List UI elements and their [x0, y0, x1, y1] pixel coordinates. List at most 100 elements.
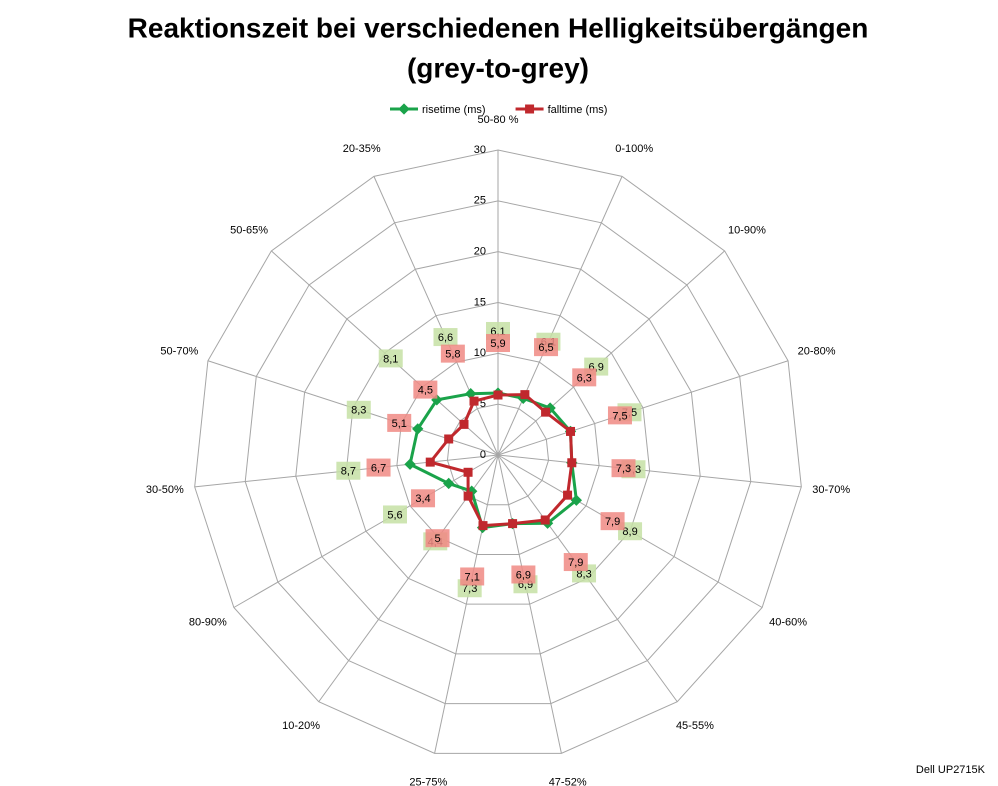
marker [478, 521, 488, 531]
category-label: 50-80 % [478, 114, 519, 126]
category-label: 25-75% [409, 777, 447, 786]
data-label: 7,9 [605, 516, 620, 528]
data-label: 5,1 [392, 418, 407, 430]
category-label: 30-70% [812, 484, 850, 496]
tick-label: 5 [480, 398, 486, 410]
spoke [373, 176, 499, 456]
marker [412, 423, 424, 435]
label-box [534, 338, 559, 357]
marker [541, 407, 551, 417]
data-label: 3,4 [415, 493, 430, 505]
data-label: 8,3 [576, 568, 591, 580]
tick-label: 10 [474, 347, 486, 359]
category-label: 10-90% [728, 225, 766, 237]
label-box [511, 565, 536, 584]
label-box [486, 334, 510, 353]
category-label: 10-20% [282, 720, 320, 732]
label-box [378, 349, 403, 368]
marker [566, 426, 576, 436]
marker [469, 396, 479, 406]
data-label: 7,9 [568, 557, 583, 569]
data-label: 6,9 [516, 569, 531, 581]
category-label: 30-50% [146, 484, 184, 496]
marker [508, 519, 518, 529]
label-box [411, 489, 436, 508]
grid-ring [396, 352, 600, 555]
spoke [497, 360, 789, 456]
legend-label: risetime (ms) [422, 104, 486, 116]
data-label: 7,1 [465, 571, 480, 583]
data-label: 6,7 [371, 462, 386, 474]
label-box [563, 553, 588, 572]
spoke [233, 454, 499, 608]
label-box [460, 567, 485, 586]
series-line [427, 393, 574, 528]
data-label: 7,3 [616, 463, 631, 475]
data-label: 4,5 [418, 384, 433, 396]
grid-ring [345, 301, 651, 605]
marker [459, 419, 469, 429]
marker [463, 467, 473, 477]
category-label: 47-52% [549, 777, 587, 786]
category-label: 50-65% [230, 225, 268, 237]
data-label: 6,5 [538, 342, 553, 354]
label-box [440, 344, 465, 363]
data-label: 5,9 [490, 338, 505, 350]
marker [404, 458, 416, 470]
label-box [572, 368, 597, 387]
category-label: 20-35% [343, 143, 381, 155]
grid-ring [194, 149, 802, 754]
label-box [607, 406, 632, 425]
tick-label: 0 [480, 449, 486, 461]
marker [493, 390, 503, 400]
data-label: 5 [434, 533, 440, 545]
label-box [425, 529, 450, 548]
label-box [433, 328, 458, 347]
legend-marker [398, 103, 410, 115]
marker [465, 388, 477, 400]
data-label: 7,5 [612, 410, 627, 422]
grid-ring [446, 403, 550, 506]
legend-marker [525, 104, 535, 114]
tick-label: 20 [474, 246, 486, 258]
marker [463, 491, 473, 501]
data-label: 8,1 [383, 353, 398, 365]
label-box [366, 458, 391, 477]
legend-label: falltime (ms) [548, 104, 608, 116]
chart-subtitle: (grey-to-grey) [407, 52, 589, 83]
marker [520, 390, 530, 400]
data-label: 5,6 [387, 509, 402, 521]
tick-label: 25 [474, 195, 486, 207]
spoke [497, 454, 562, 754]
category-label: 80-90% [189, 616, 227, 628]
spoke [497, 176, 623, 456]
label-box [413, 380, 438, 399]
footnote: Dell UP2715K [916, 764, 986, 776]
label-box [383, 505, 408, 524]
category-label: 45-55% [676, 720, 714, 732]
chart-title: Reaktionszeit bei verschiedenen Helligke… [128, 12, 869, 43]
data-label: 5,8 [445, 349, 460, 361]
label-box [336, 461, 361, 480]
marker [425, 457, 435, 467]
data-label: 6,6 [438, 332, 453, 344]
grid-ring [244, 200, 752, 705]
tick-label: 30 [474, 144, 486, 156]
marker [570, 494, 583, 506]
data-label: 7,3 [462, 583, 477, 595]
spoke [497, 250, 725, 456]
marker [443, 477, 455, 490]
marker [563, 490, 573, 500]
marker [567, 458, 577, 468]
label-box [387, 413, 412, 432]
label-box [600, 512, 625, 531]
spoke [434, 454, 499, 754]
label-box [611, 459, 636, 478]
marker [540, 515, 550, 525]
spoke [497, 454, 802, 488]
category-label: 40-60% [769, 616, 807, 628]
category-label: 50-70% [160, 345, 198, 357]
category-label: 20-80% [798, 345, 836, 357]
data-label: 8,7 [341, 466, 356, 478]
